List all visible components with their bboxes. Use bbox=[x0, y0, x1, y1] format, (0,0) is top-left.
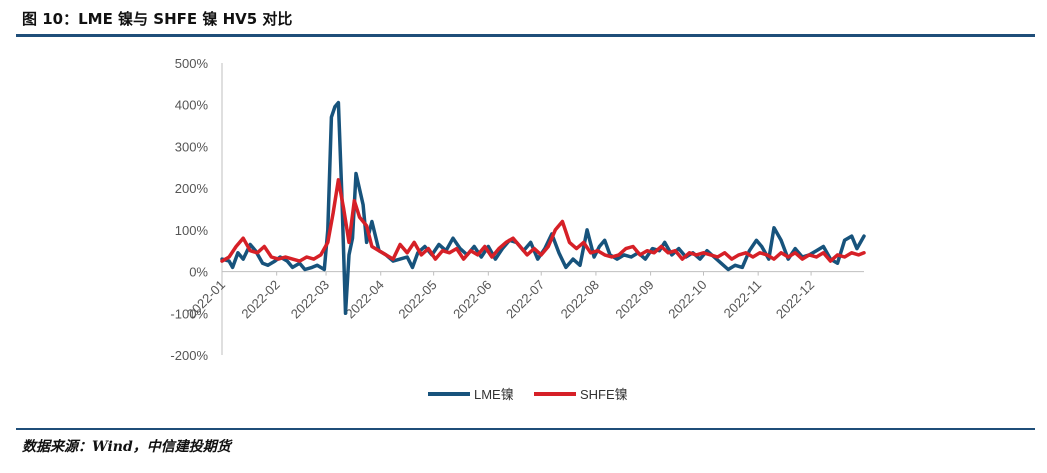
legend: LME镍 SHFE镍 bbox=[428, 387, 628, 402]
top-rule bbox=[16, 34, 1035, 37]
y-tick-label: 400% bbox=[175, 98, 209, 113]
x-axis-ticks: 2022-01 2022-02 2022-03 2022-04 2022-05 2022-… bbox=[184, 271, 817, 321]
x-tick-label: 2022-09 bbox=[612, 277, 656, 321]
source-note: 数据来源：Wind，中信建投期货 bbox=[22, 439, 231, 455]
y-axis-ticks: 500% 400% 300% 200% 100% 0% -100% -200% bbox=[170, 56, 208, 363]
y-tick-label: 500% bbox=[175, 56, 209, 71]
y-tick-label: 100% bbox=[175, 223, 209, 238]
y-tick-label: 200% bbox=[175, 181, 209, 196]
x-tick-label: 2022-11 bbox=[721, 277, 765, 321]
x-tick-label: 2022-08 bbox=[558, 277, 602, 321]
x-tick-label: 2022-03 bbox=[288, 277, 332, 321]
y-tick-label: 0% bbox=[189, 265, 208, 280]
bottom-rule bbox=[16, 428, 1035, 430]
x-tick-label: 2022-04 bbox=[343, 277, 387, 321]
x-tick-label: 2022-02 bbox=[238, 277, 282, 321]
figure-title: 图 10：LME 镍与 SHFE 镍 HV5 对比 bbox=[22, 10, 293, 28]
x-tick-label: 2022-05 bbox=[395, 277, 439, 321]
y-tick-label: -100% bbox=[170, 306, 208, 321]
x-tick-label: 2022-12 bbox=[773, 277, 817, 321]
x-tick-label: 2022-10 bbox=[665, 277, 709, 321]
x-tick-label: 2022-07 bbox=[503, 277, 547, 321]
series-layer bbox=[220, 100, 866, 316]
series-line-shfe bbox=[220, 178, 866, 263]
y-tick-label: 300% bbox=[175, 139, 209, 154]
legend-label-lme: LME镍 bbox=[474, 387, 514, 402]
x-tick-label: 2022-06 bbox=[450, 277, 494, 321]
legend-label-shfe: SHFE镍 bbox=[580, 387, 628, 402]
y-tick-label: -200% bbox=[170, 348, 208, 363]
